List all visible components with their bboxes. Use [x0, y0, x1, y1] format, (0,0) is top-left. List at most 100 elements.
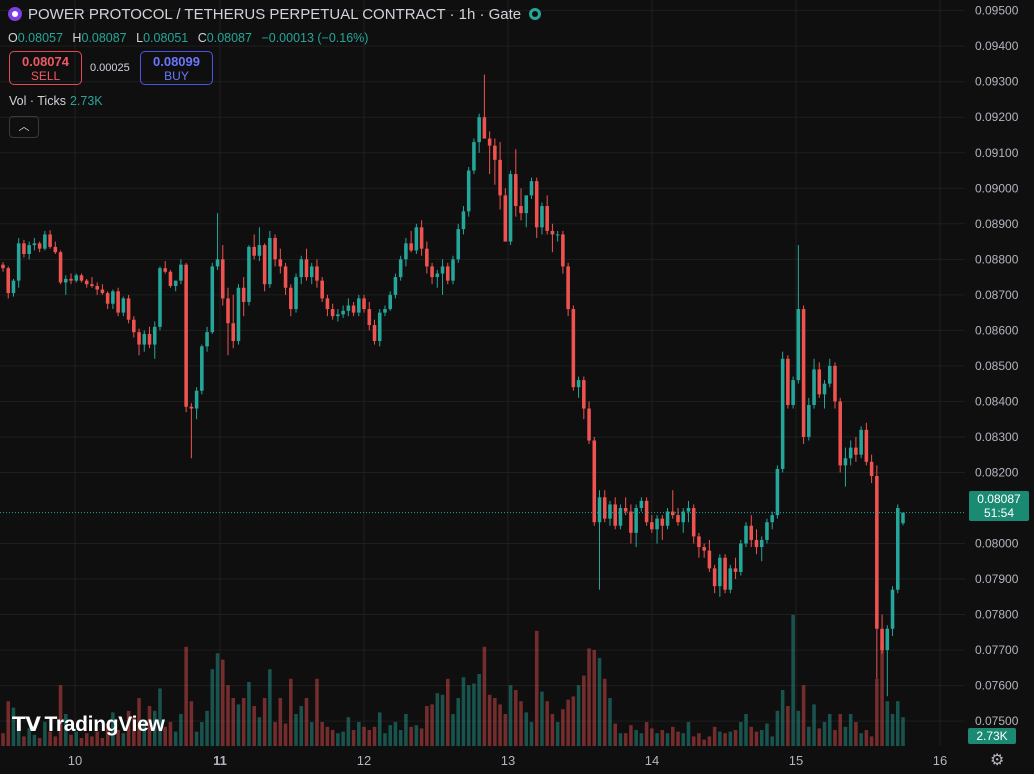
settings-gear-icon[interactable]: ⚙: [990, 752, 1005, 769]
candle-body: [27, 245, 31, 254]
candle-body: [158, 268, 162, 327]
volume-bar: [58, 685, 63, 746]
candle-body: [330, 309, 335, 317]
candle-body: [514, 174, 518, 207]
candle-body: [79, 275, 84, 281]
candle-body: [545, 206, 549, 231]
high-value: 0.08087: [81, 31, 127, 45]
candle-body: [498, 159, 502, 196]
close-label: C: [197, 31, 207, 45]
candle-body: [64, 278, 68, 283]
volume-bar: [220, 659, 225, 746]
sell-price: 0.08074: [22, 54, 69, 69]
candle-body: [493, 145, 497, 160]
price-tick-label: 0.07800: [975, 608, 1019, 622]
volume-bar: [289, 678, 293, 746]
chart-legend: POWER PROTOCOL / TETHERUS PERPETUAL CONT…: [8, 6, 542, 23]
candle-body: [137, 332, 141, 345]
volume-bar: [27, 728, 31, 746]
candle-body: [205, 332, 209, 347]
volume-bar: [430, 704, 434, 746]
volume-bar: [623, 733, 628, 746]
volume-bar: [890, 714, 895, 746]
volume-bar: [393, 722, 398, 746]
volume-bar: [786, 706, 790, 746]
volume-bar: [142, 720, 147, 746]
volume-bar: [158, 688, 162, 746]
price-tick-label: 0.08300: [975, 430, 1019, 444]
volume-bar: [184, 646, 188, 746]
candle-body: [634, 507, 638, 533]
candle-body: [456, 229, 461, 260]
candle-body: [383, 309, 387, 313]
candle-body: [472, 142, 476, 171]
volume-bar: [252, 706, 256, 746]
low-value: 0.08051: [143, 31, 189, 45]
candle-body: [90, 284, 94, 286]
candle-body: [487, 138, 492, 146]
volume-bar: [32, 734, 37, 746]
volume-bar: [105, 723, 110, 746]
volume-bar: [194, 731, 199, 746]
candle-body: [650, 522, 654, 530]
candle-body: [367, 309, 372, 326]
candle-body: [869, 461, 874, 477]
volume-bar: [419, 728, 424, 746]
candle-body: [775, 468, 780, 516]
candle-body: [11, 280, 16, 294]
volume-bar: [597, 658, 602, 746]
volume-bar: [807, 726, 811, 746]
volume-bar: [854, 722, 858, 746]
price-tick-label: 0.09000: [975, 181, 1019, 195]
candle-body: [644, 500, 649, 523]
volume-bar: [22, 736, 26, 746]
candle-body: [430, 266, 434, 278]
volume-bar: [848, 714, 853, 746]
volume-bar: [472, 683, 476, 746]
collapse-legend-button[interactable]: ︿: [9, 116, 39, 138]
volume-bar: [43, 722, 47, 746]
volume-bar: [200, 722, 204, 746]
volume-bar: [79, 738, 84, 746]
ohlc-values: O0.08057 H0.08087 L0.08051 C0.08087 −0.0…: [8, 31, 368, 45]
volume-bar: [116, 730, 120, 746]
volume-bar: [571, 696, 576, 746]
candle-body: [529, 181, 534, 196]
candle-body: [147, 333, 152, 345]
candle-body: [189, 406, 194, 409]
volume-bar: [566, 699, 570, 746]
volume-legend[interactable]: Vol · Ticks 2.73K: [9, 94, 103, 108]
candle-body: [325, 298, 330, 310]
tradingview-logo[interactable]: 𝗧𝗩 TradingView: [12, 712, 165, 737]
volume-bar: [629, 725, 633, 746]
volume-bar: [325, 726, 330, 746]
volume-bar: [550, 714, 555, 746]
candle-body: [220, 259, 225, 299]
volume-bar: [210, 669, 215, 746]
buy-button[interactable]: 0.08099 BUY: [140, 51, 213, 85]
candle-body: [623, 507, 628, 512]
candle-body: [74, 275, 79, 281]
last-price-value: 0.08087: [977, 492, 1021, 506]
candle-body: [252, 246, 256, 256]
sell-button[interactable]: 0.08074 SELL: [9, 51, 82, 85]
volume-bar: [618, 733, 623, 746]
candle-body: [697, 536, 701, 548]
candle-body: [1, 264, 5, 269]
volume-bar: [529, 722, 534, 746]
candle-body: [895, 507, 900, 590]
volume-bar: [205, 710, 209, 746]
price-axis: 0.09500 0.09400 0.09300 0.09200 0.09100 0.090…: [975, 4, 1019, 741]
candle-body: [660, 518, 665, 526]
volume-bar: [765, 723, 769, 746]
candle-body: [309, 266, 314, 278]
market-status-icon: [529, 8, 542, 20]
volume-bar: [163, 726, 167, 746]
candle-body: [477, 117, 481, 143]
candle-body: [215, 259, 220, 267]
volume-bar: [126, 710, 131, 746]
time-tick-label: 10: [68, 753, 82, 768]
candle-body: [294, 277, 298, 310]
volume-bar: [262, 698, 267, 746]
